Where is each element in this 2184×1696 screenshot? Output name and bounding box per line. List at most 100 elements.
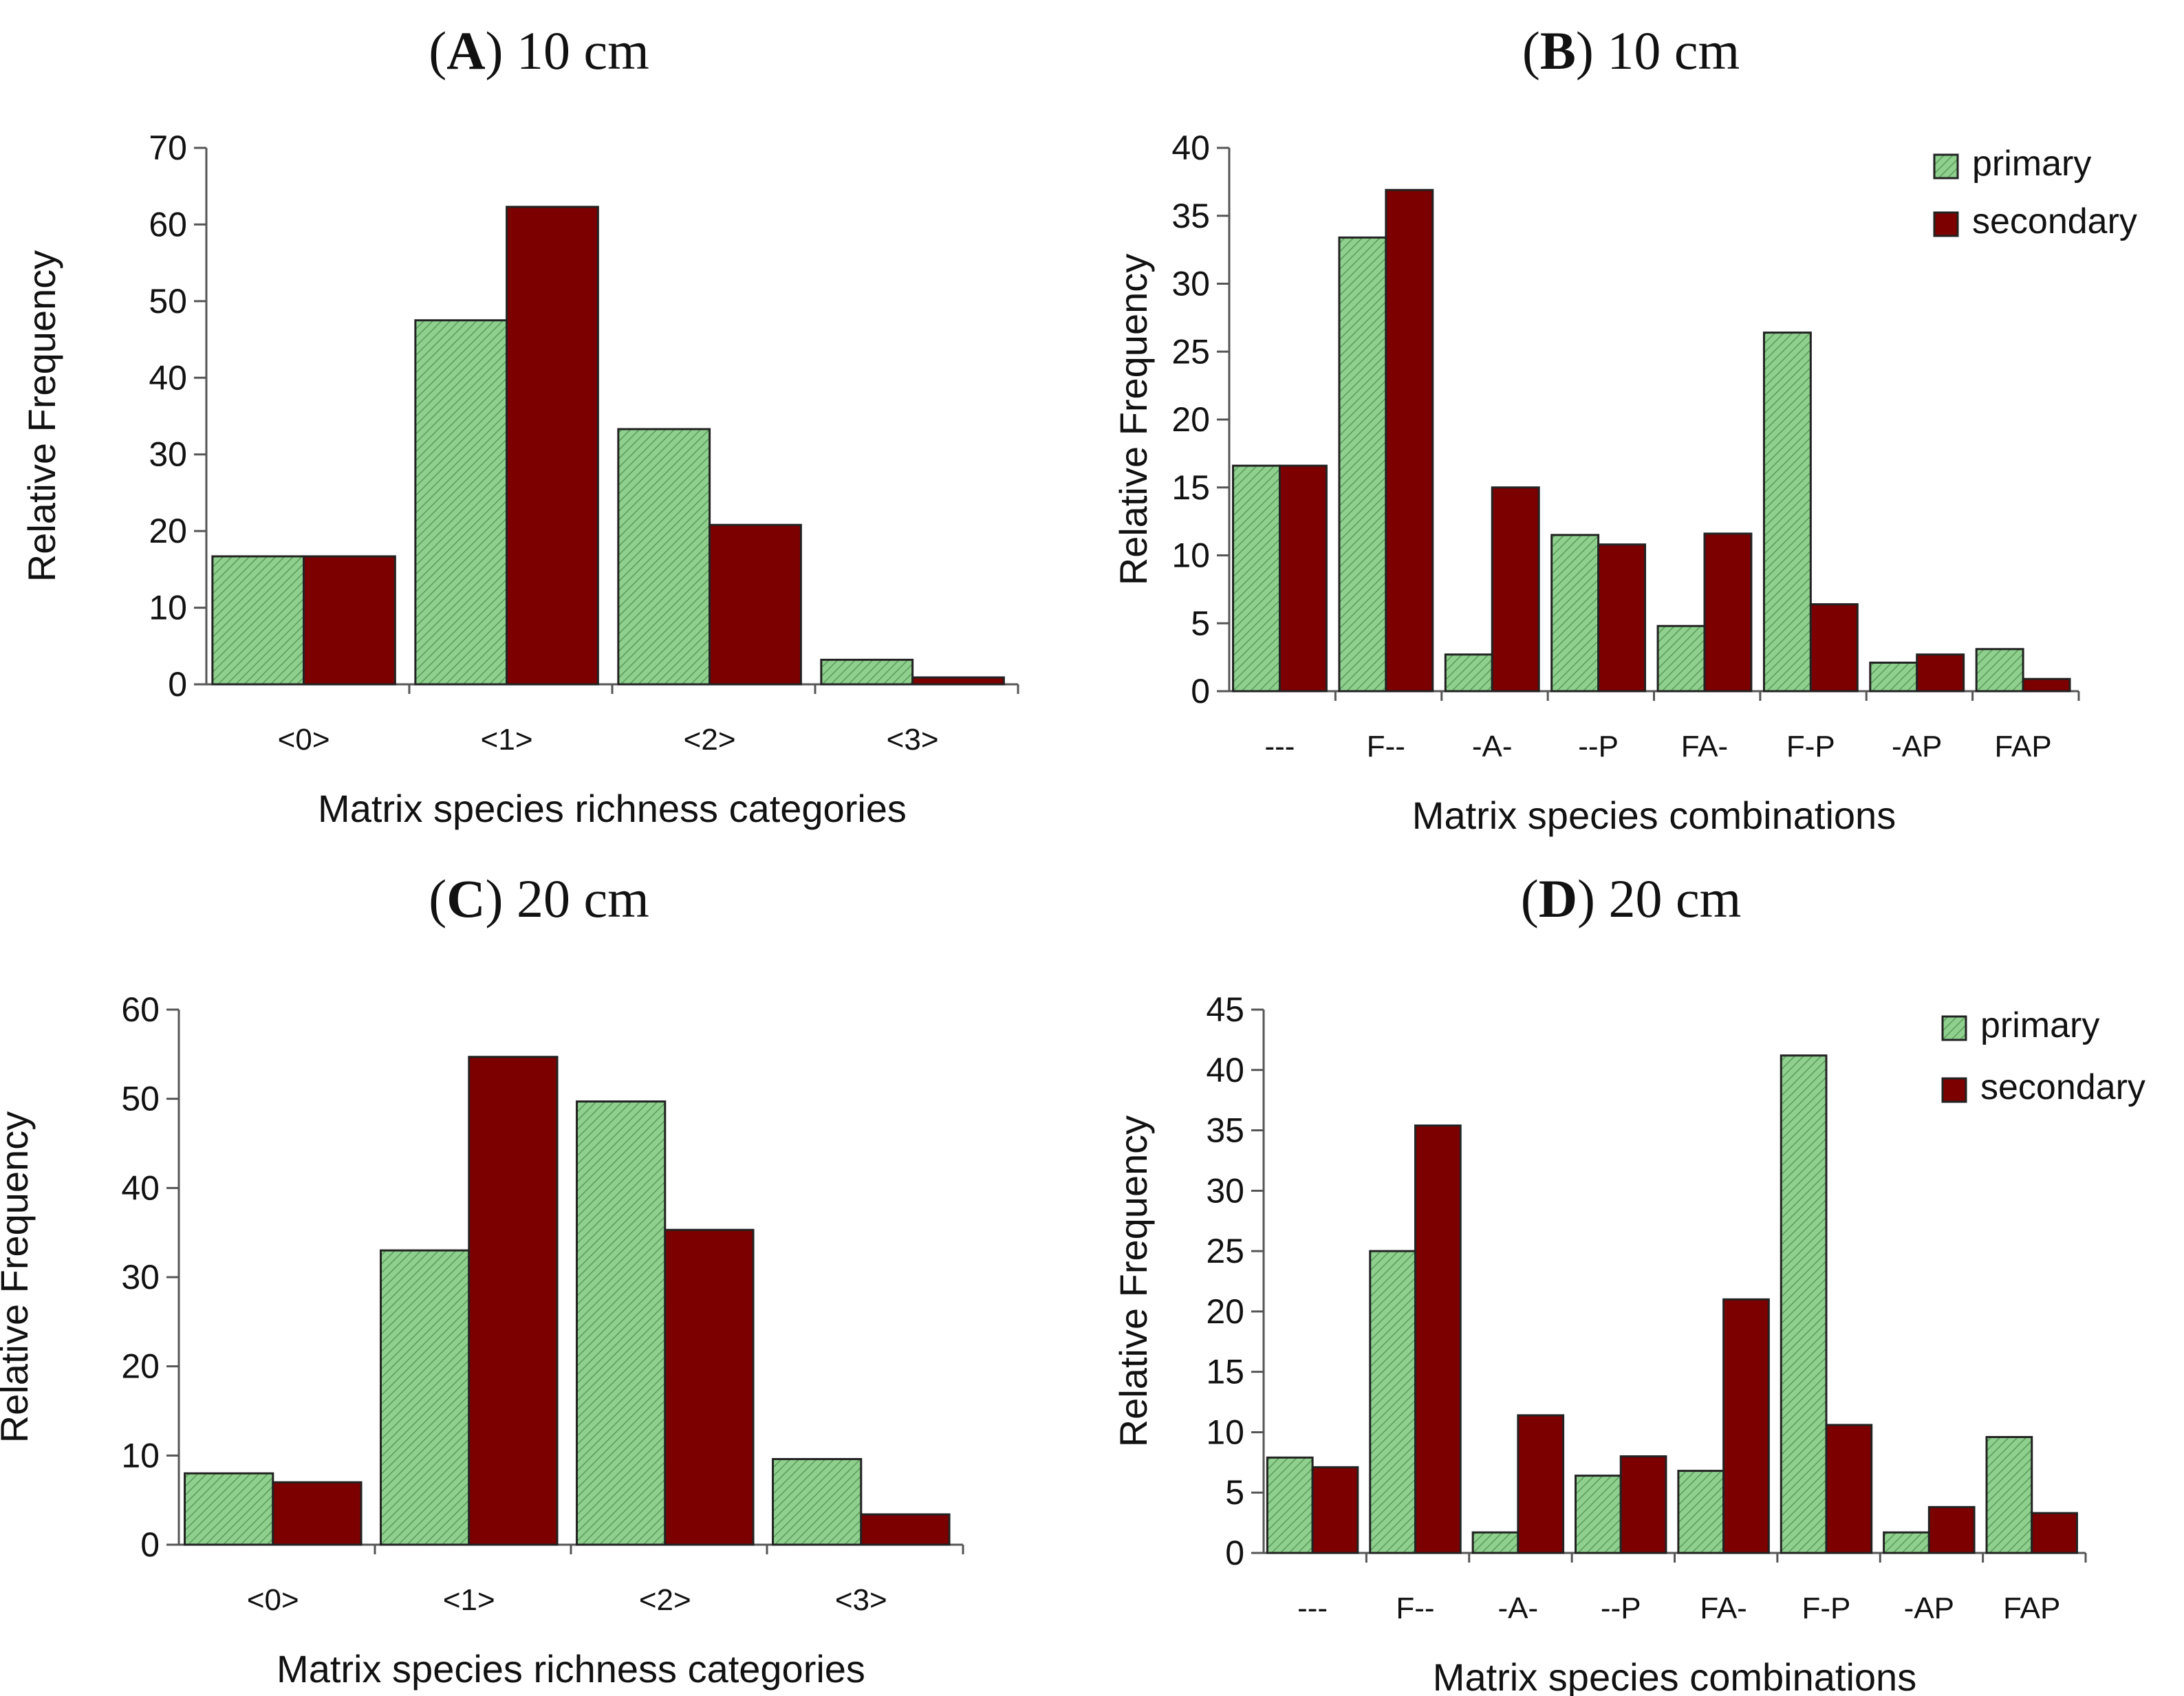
chart-d-bar-secondary [1517, 1414, 1565, 1554]
chart-c-ytick-label: 30 [121, 1258, 160, 1296]
chart-b-category-label: FAP [1995, 730, 2052, 763]
chart-panel-a: (A) 10 cm 0 10 20 30 40 50 60 70 Relative Frequen… [0, 0, 1092, 848]
chart-c-title-suffix: ) 20 cm [486, 869, 649, 928]
chart-d-ylabel: Relative Frequency [1112, 1116, 1155, 1447]
chart-b-bar-secondary [1491, 486, 1540, 693]
chart-c-ytick-label: 10 [121, 1436, 160, 1475]
legend-primary-label: primary [1980, 1005, 2099, 1045]
chart-b-category-label: F-P [1786, 730, 1835, 763]
legend-primary-label: primary [1972, 144, 2091, 184]
chart-a-ytick-label: 30 [149, 435, 187, 474]
chart-d-bar-secondary [1311, 1466, 1359, 1554]
chart-d-ytick-label: 0 [1225, 1534, 1244, 1572]
chart-d-bar-primary [1369, 1250, 1416, 1554]
chart-d-ytick-label: 30 [1206, 1171, 1244, 1210]
chart-b-category-label: --- [1264, 730, 1295, 763]
chart-a-title: (A) 10 cm [429, 21, 649, 80]
chart-d-category-label: -A- [1498, 1591, 1539, 1625]
chart-panel-c: (C) 20 cm 0 10 20 30 40 50 60 Relative Frequency… [0, 848, 1092, 1696]
chart-a-title-suffix: ) 10 cm [486, 21, 649, 80]
chart-c-bar-secondary [664, 1228, 755, 1546]
chart-b-ytick-label: 20 [1171, 400, 1210, 439]
chart-b-bar-primary [1762, 331, 1812, 693]
chart-c-category-label: <2> [639, 1583, 691, 1617]
chart-a-ytick-label: 10 [149, 589, 187, 627]
chart-b-ytick-label: 15 [1171, 468, 1210, 507]
chart-b-bar-primary [1232, 464, 1281, 693]
chart-c-bar-primary [184, 1472, 274, 1546]
chart-b-bar-secondary [2022, 677, 2071, 693]
chart-a-bar-primary [414, 319, 508, 686]
chart-d-bar-primary [1780, 1054, 1828, 1554]
chart-a-category-label: <3> [887, 723, 939, 757]
chart-c-category-label: <3> [835, 1583, 887, 1617]
chart-c-title: (C) 20 cm [429, 869, 649, 928]
chart-b-category-label: -A- [1472, 730, 1513, 763]
chart-d-title: (D) 20 cm [1521, 869, 1742, 928]
chart-d-ytick-label: 40 [1206, 1051, 1244, 1089]
chart-a-ytick-label: 60 [149, 205, 187, 243]
chart-d-bar-secondary [1722, 1298, 1770, 1554]
chart-a-category-label: <0> [278, 723, 330, 757]
chart-b-ytick-label: 35 [1171, 197, 1210, 235]
chart-c-bar-secondary [860, 1513, 951, 1546]
chart-d-bar-primary [1883, 1531, 1930, 1554]
legend-secondary-label: secondary [1980, 1067, 2145, 1107]
chart-b-title: (B) 10 cm [1522, 21, 1740, 80]
chart-c-category-label: <0> [247, 1583, 299, 1617]
chart-c-title-letter: C [446, 869, 485, 928]
chart-a-ytick-label: 70 [149, 129, 187, 167]
chart-b-bar-secondary [1278, 464, 1328, 693]
chart-c-ylabel: Relative Frequency [0, 1111, 36, 1443]
chart-a-ytick-label: 20 [149, 512, 187, 550]
chart-panel-b: (B) 10 cm 0 5 10 15 20 25 30 35 40 Relative Freque… [1092, 0, 2184, 848]
chart-d-xlabel: Matrix species combinations [1433, 1655, 1916, 1696]
chart-a-ytick-label: 40 [149, 358, 187, 397]
chart-panel-d: (D) 20 cm 0 5 10 15 20 25 30 35 40 45 Relative Freq… [1092, 848, 2184, 1696]
chart-c-bar-primary [576, 1100, 667, 1546]
chart-d-bar-primary [1471, 1531, 1520, 1554]
chart-d-bar-secondary [1927, 1505, 1976, 1554]
chart-a-title-letter: A [446, 21, 485, 80]
chart-d-ytick-label: 35 [1206, 1111, 1244, 1150]
chart-d-bar-secondary [1619, 1455, 1667, 1554]
chart-a-bar-secondary [506, 206, 599, 686]
chart-a-ytick-label: 0 [168, 665, 187, 704]
chart-d-bar-primary [1575, 1475, 1622, 1554]
chart-d-title-suffix: ) 20 cm [1577, 869, 1741, 928]
chart-d-ytick-label: 25 [1206, 1232, 1244, 1270]
chart-c-bar-primary [380, 1249, 471, 1546]
chart-c-ytick-label: 50 [121, 1080, 160, 1118]
chart-c-ytick-label: 40 [121, 1168, 160, 1207]
chart-d-ytick-label: 45 [1206, 990, 1244, 1029]
chart-b-bar-primary [1869, 662, 1918, 693]
legend-secondary-label: secondary [1972, 202, 2137, 241]
chart-d-bar-secondary [2031, 1512, 2078, 1554]
chart-a-svg: (A) 10 cm 0 10 20 30 40 50 60 70 Relative Frequen… [20, 21, 1019, 830]
chart-d-category-label: --P [1601, 1591, 1641, 1625]
chart-d-ytick-label: 15 [1206, 1353, 1244, 1391]
chart-b-svg: (B) 10 cm 0 5 10 15 20 25 30 35 40 Relative Freque… [1112, 21, 2137, 837]
chart-d-legend: primary secondary [1941, 1005, 2145, 1107]
chart-a-bar-secondary [911, 676, 1005, 686]
legend-primary-swatch [1941, 1015, 1967, 1041]
chart-c-category-label: <1> [443, 1583, 495, 1617]
chart-b-bar-secondary [1385, 188, 1434, 693]
chart-d-bar-secondary [1825, 1424, 1873, 1554]
chart-b-bar-secondary [1703, 532, 1753, 693]
chart-d-category-label: F-- [1396, 1591, 1434, 1625]
chart-c-ytick-label: 20 [121, 1347, 160, 1386]
chart-d-bar-primary [1985, 1435, 2033, 1554]
chart-b-category-label: --P [1578, 730, 1619, 763]
chart-d-category-label: F-P [1802, 1591, 1851, 1625]
chart-b-bar-primary [1656, 624, 1706, 693]
chart-b-bar-primary [1975, 648, 2024, 693]
chart-b-ytick-label: 25 [1171, 332, 1210, 371]
chart-b-category-label: F-- [1367, 730, 1405, 763]
chart-a-bar-primary [617, 428, 711, 686]
legend-secondary-swatch [1941, 1077, 1967, 1103]
chart-c-bar-secondary [272, 1481, 363, 1546]
chart-d-svg: (D) 20 cm 0 5 10 15 20 25 30 35 40 45 Relative Freq… [1112, 869, 2145, 1696]
chart-b-bar-secondary [1809, 603, 1859, 693]
chart-a-ylabel: Relative Frequency [20, 250, 63, 582]
